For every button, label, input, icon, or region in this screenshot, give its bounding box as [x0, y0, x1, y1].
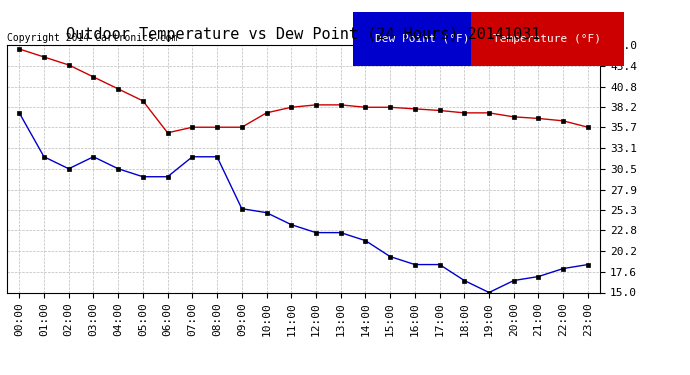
Text: Dew Point (°F): Dew Point (°F) — [375, 34, 469, 44]
Text: Copyright 2014 Cartronics.com: Copyright 2014 Cartronics.com — [7, 33, 177, 42]
Title: Outdoor Temperature vs Dew Point (24 Hours) 20141031: Outdoor Temperature vs Dew Point (24 Hou… — [66, 27, 541, 42]
Text: Temperature (°F): Temperature (°F) — [493, 34, 602, 44]
